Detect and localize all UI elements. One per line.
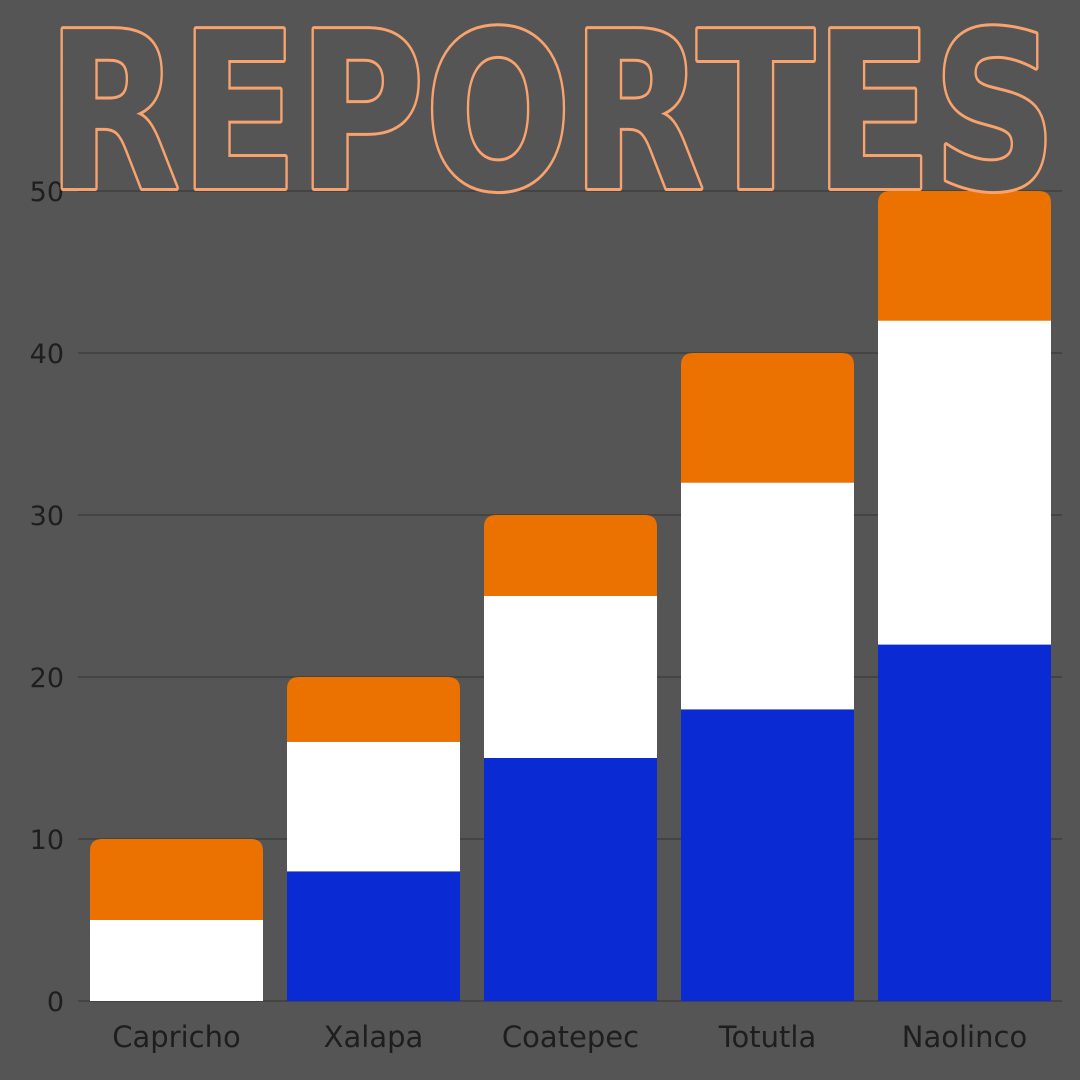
- chart-title: REPORTES: [47, 0, 1057, 240]
- bar-segment: [287, 677, 460, 742]
- x-category-label: Xalapa: [324, 1020, 424, 1054]
- bar-segment: [878, 320, 1051, 645]
- bar-segment: [90, 920, 263, 1001]
- y-tick-label: 10: [30, 825, 64, 856]
- bar-segment: [681, 353, 854, 483]
- x-category-label: Totutla: [718, 1020, 816, 1054]
- x-category-label: Capricho: [112, 1020, 240, 1054]
- bar-segment: [484, 515, 657, 596]
- bar-segment: [287, 871, 460, 1001]
- y-tick-label: 30: [30, 501, 64, 532]
- bar-segment: [878, 191, 1051, 321]
- y-tick-label: 20: [30, 663, 64, 694]
- bar-segment: [681, 709, 854, 1001]
- bar-segment: [484, 758, 657, 1001]
- x-category-label: Coatepec: [502, 1020, 639, 1054]
- bar-segment: [878, 644, 1051, 1001]
- y-axis-ticks: 0 10 20 30 40 50: [30, 177, 64, 1018]
- bar-segment: [484, 596, 657, 758]
- y-tick-label: 0: [47, 987, 64, 1018]
- bars: [90, 191, 1051, 1001]
- bar-segment: [681, 482, 854, 710]
- bar-segment: [90, 839, 263, 920]
- y-tick-label: 40: [30, 339, 64, 370]
- x-category-label: Naolinco: [902, 1020, 1027, 1054]
- x-axis-labels: Capricho Xalapa Coatepec Totutla Naolinco: [112, 1020, 1027, 1054]
- y-tick-label: 50: [30, 177, 64, 208]
- bar-segment: [287, 741, 460, 872]
